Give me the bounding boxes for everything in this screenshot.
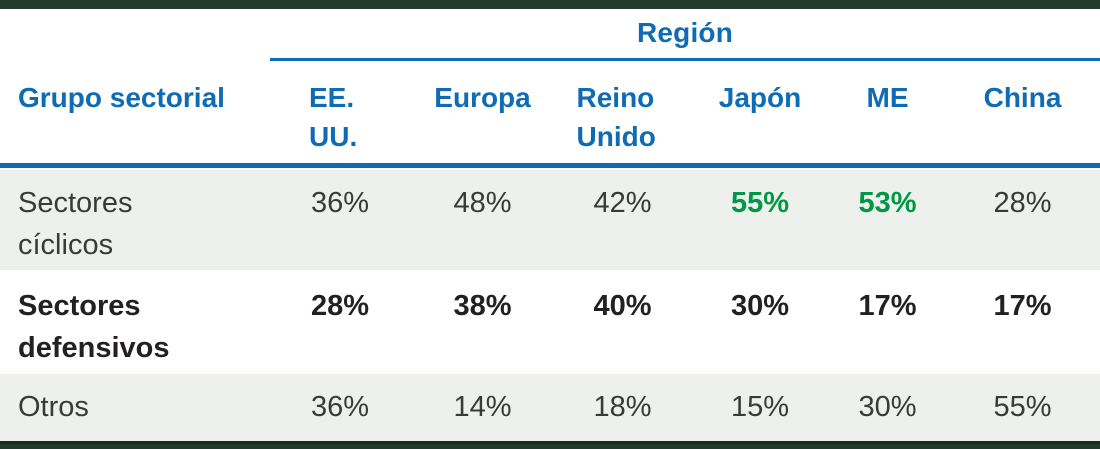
column-header-japon: Japón — [718, 82, 802, 113]
value-cell: 55% — [993, 391, 1052, 423]
value-cell: 48% — [453, 187, 512, 219]
value-cell: 30% — [858, 391, 917, 423]
value-cell: 17% — [858, 290, 917, 322]
column-header-eeuu: EE. UU. — [309, 82, 358, 152]
row-group-header: Grupo sectorial — [18, 82, 225, 113]
column-header-europa: Europa — [434, 82, 531, 113]
table-row-ciclicos: Sectores cíclicos 36% 48% 42% 55% 53% 28… — [0, 170, 1100, 270]
header-divider-rule — [0, 163, 1100, 168]
value-cell-highlighted: 53% — [858, 187, 917, 219]
top-border-band — [0, 0, 1100, 9]
row-label: Sectores cíclicos — [18, 187, 133, 262]
region-header-row: Región — [0, 9, 1100, 58]
row-label: Sectores defensivos — [18, 290, 170, 365]
column-header-row: Grupo sectorial EE. UU. Europa Reino Uni… — [0, 61, 1100, 163]
value-cell: 28% — [993, 187, 1052, 219]
column-header-china: China — [983, 82, 1062, 113]
column-header-me: ME — [866, 82, 909, 113]
value-cell: 28% — [310, 290, 370, 322]
value-cell: 36% — [310, 187, 370, 219]
value-cell: 15% — [730, 391, 790, 423]
table-bottom-rule — [0, 441, 1100, 444]
value-cell: 36% — [310, 391, 370, 423]
bottom-border-band — [0, 444, 1100, 449]
value-cell: 18% — [593, 391, 652, 423]
table-row-defensivos: Sectores defensivos 28% 38% 40% 30% 17% … — [0, 273, 1100, 370]
region-underline — [270, 58, 1100, 61]
region-group-title: Región — [636, 17, 734, 48]
value-cell: 40% — [593, 290, 652, 322]
value-cell: 30% — [730, 290, 790, 322]
value-cell: 38% — [453, 290, 512, 322]
value-cell: 14% — [453, 391, 512, 423]
value-cell: 17% — [993, 290, 1052, 322]
row-label: Otros — [18, 391, 89, 423]
column-header-reino-unido: Reino Unido — [576, 82, 656, 152]
table-row-otros: Otros 36% 14% 18% 15% 30% 55% — [0, 374, 1100, 441]
value-cell-highlighted: 55% — [730, 187, 790, 219]
value-cell: 42% — [593, 187, 652, 219]
